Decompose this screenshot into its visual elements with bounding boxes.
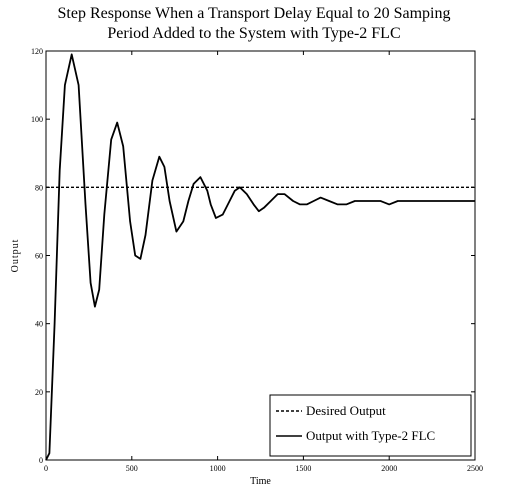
y-tick-label: 0	[39, 456, 43, 465]
legend-box	[269, 394, 472, 457]
y-tick-label: 40	[35, 320, 43, 329]
y-tick-label: 20	[35, 388, 43, 397]
legend-label-output-type2-flc: Output with Type-2 FLC	[306, 428, 435, 443]
legend: Desired Output Output with Type-2 FLC	[269, 394, 472, 457]
output-type2-flc-line	[45, 53, 475, 461]
chart-title-line-1: Step Response When a Transport Delay Equ…	[57, 5, 451, 22]
plot-area-frame	[45, 50, 476, 461]
y-tick-label: 80	[35, 183, 43, 192]
x-tick-label: 2000	[381, 464, 397, 473]
x-axis-label: Time	[250, 476, 271, 487]
x-tick-label: 1500	[295, 464, 311, 473]
legend-label-desired-output: Desired Output	[306, 403, 386, 418]
y-axis-label: Output	[10, 239, 21, 273]
y-tick-label: 100	[31, 115, 43, 124]
y-tick-label: 60	[35, 252, 43, 261]
x-tick-label: 500	[126, 464, 138, 473]
y-tick-label: 120	[31, 47, 43, 56]
chart-title-line-2: Period Added to the System with Type-2 F…	[107, 25, 401, 42]
x-tick-label: 0	[44, 464, 48, 473]
x-tick-label: 2500	[467, 464, 483, 473]
x-tick-label: 1000	[210, 464, 226, 473]
